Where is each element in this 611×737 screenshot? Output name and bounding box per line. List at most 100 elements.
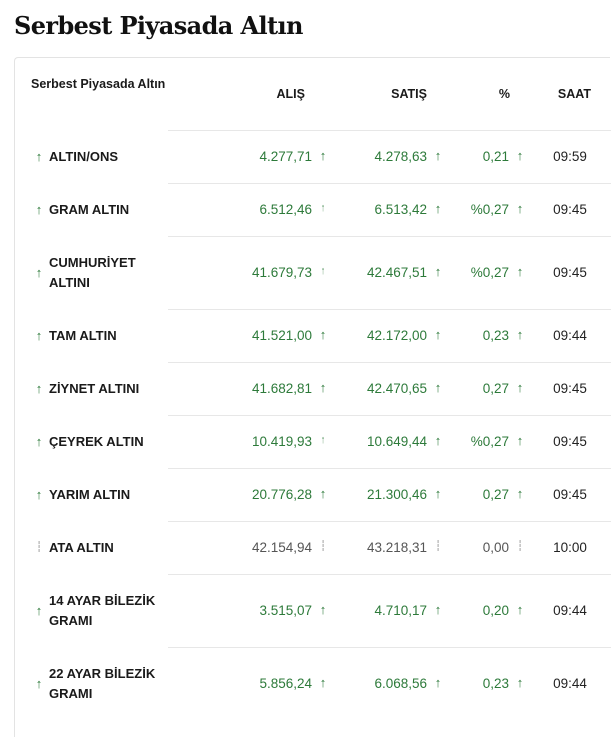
row-divider — [168, 521, 611, 522]
table-row[interactable]: ↑ ALTIN/ONS 4.277,71 ↑ 4.278,63 ↑ 0,21 ↑ 09:59 — [15, 130, 611, 183]
row-satis-cell: 42.470,65 ↑ — [320, 362, 445, 415]
row-alis-value: 41.521,00 — [251, 328, 312, 343]
row-satis-cell: 4.710,17 ↑ — [320, 574, 445, 647]
table-row[interactable]: ↑ 22 AYAR BİLEZİK GRAMI 5.856,24 ↑ 6.068,56 ↑… — [15, 647, 611, 720]
row-name: 14 AYAR BİLEZİK GRAMI — [49, 592, 156, 628]
arrow-up-icon: ↑ — [35, 381, 43, 396]
row-time: 09:44 — [553, 328, 587, 343]
arrow-up-icon: ↑ — [35, 202, 43, 217]
arrow-up-icon: ↑ — [319, 486, 327, 501]
arrow-up-icon: ↑ — [35, 603, 43, 618]
unchanged-icon: ┆ — [319, 540, 327, 552]
row-name: CUMHURİYET ALTINI — [49, 254, 136, 290]
unchanged-icon: ┆ — [434, 540, 442, 552]
row-divider — [168, 468, 611, 469]
row-alis-cell: 42.154,94 ┆ — [205, 521, 330, 574]
row-percent-value: 0,23 — [482, 676, 509, 691]
row-divider — [168, 415, 611, 416]
row-percent-cell: %0,27 ↑ — [435, 236, 527, 309]
arrow-up-icon: ↑ — [516, 201, 524, 216]
row-alis-cell: 5.856,24 ↑ — [205, 647, 330, 720]
arrow-up-icon: ↑ — [516, 264, 524, 279]
table-row[interactable]: ↑ CUMHURİYET ALTINI 41.679,73 ↑ 42.467,51 ↑ %0… — [15, 236, 611, 309]
row-satis-value: 4.278,63 — [374, 149, 427, 164]
row-percent-cell: 0,21 ↑ — [435, 130, 527, 183]
row-percent-cell: 0,27 ↑ — [435, 468, 527, 521]
arrow-up-icon: ↑ — [35, 149, 43, 164]
row-name-cell: ↑ ALTIN/ONS — [31, 130, 171, 183]
row-name: ALTIN/ONS — [49, 148, 119, 164]
row-name-cell: ↑ 14 AYAR BİLEZİK GRAMI — [31, 574, 171, 647]
row-satis-value: 21.300,46 — [366, 487, 427, 502]
arrow-up-icon: ↑ — [434, 380, 442, 395]
arrow-up-icon: ↑ — [321, 434, 325, 446]
row-percent-cell: %0,27 ↑ — [435, 415, 527, 468]
row-name-cell: ↑ YARIM ALTIN — [31, 468, 171, 521]
unchanged-icon: ┆ — [516, 540, 524, 552]
table-row[interactable]: ↑ ZİYNET ALTINI 41.682,81 ↑ 42.470,65 ↑ 0,27 ↑ 0… — [15, 362, 611, 415]
table-row[interactable]: ↑ YARIM ALTIN 20.776,28 ↑ 21.300,46 ↑ 0,27 ↑ 09:… — [15, 468, 611, 521]
row-satis-value: 43.218,31 — [366, 540, 427, 555]
table-row[interactable]: ↑ ÇEYREK ALTIN 10.419,93 ↑ 10.649,44 ↑ %0,27 ↑ 0… — [15, 415, 611, 468]
arrow-up-icon: ↑ — [321, 202, 325, 214]
gold-price-table: Serbest Piyasada Altın ALIŞ SATIŞ % SAAT… — [14, 57, 611, 737]
arrow-up-icon: ↑ — [516, 148, 524, 163]
table-row[interactable]: ↑ 14 AYAR BİLEZİK GRAMI 3.515,07 ↑ 4.710,17 ↑… — [15, 574, 611, 647]
arrow-up-icon: ↑ — [35, 328, 43, 343]
row-alis-value: 10.419,93 — [251, 434, 312, 449]
row-divider — [168, 647, 611, 648]
row-name: ATA ALTIN — [49, 539, 114, 555]
row-alis-value: 41.682,81 — [251, 381, 312, 396]
row-alis-value: 3.515,07 — [259, 603, 312, 618]
row-satis-cell: 6.513,42 ↑ — [320, 183, 445, 236]
arrow-up-icon: ↑ — [35, 265, 43, 280]
row-divider — [168, 574, 611, 575]
row-name-cell: ↑ CUMHURİYET ALTINI — [31, 236, 171, 309]
header-name: Serbest Piyasada Altın — [31, 77, 166, 91]
row-satis-value: 6.513,42 — [374, 202, 427, 217]
arrow-up-icon: ↑ — [35, 434, 43, 449]
row-name: YARIM ALTIN — [49, 486, 131, 502]
arrow-up-icon: ↑ — [434, 264, 442, 279]
header-satis: SATIŞ — [391, 87, 427, 101]
row-alis-cell: 3.515,07 ↑ — [205, 574, 330, 647]
row-alis-value: 41.679,73 — [251, 265, 312, 280]
row-satis-value: 10.649,44 — [366, 434, 427, 449]
row-time: 09:45 — [553, 381, 587, 396]
row-name: TAM ALTIN — [49, 327, 117, 343]
row-satis-cell: 42.467,51 ↑ — [320, 236, 445, 309]
row-percent-value: 0,21 — [482, 149, 509, 164]
arrow-up-icon: ↑ — [434, 602, 442, 617]
row-name-cell: ↑ GRAM ALTIN — [31, 183, 171, 236]
row-name-cell: ↑ ÇEYREK ALTIN — [31, 415, 171, 468]
row-satis-cell: 6.068,56 ↑ — [320, 647, 445, 720]
row-time: 09:45 — [553, 202, 587, 217]
row-satis-value: 42.172,00 — [366, 328, 427, 343]
row-alis-cell: 6.512,46 ↑ — [205, 183, 330, 236]
table-row[interactable]: ┆ ATA ALTIN 42.154,94 ┆ 43.218,31 ┆ 0,00 ┆ 10:00 — [15, 521, 611, 574]
row-time: 09:45 — [553, 434, 587, 449]
row-satis-cell: 10.649,44 ↑ — [320, 415, 445, 468]
page-title: Serbest Piyasada Altın — [14, 11, 303, 40]
row-percent-cell: 0,23 ↑ — [435, 309, 527, 362]
row-alis-cell: 10.419,93 ↑ — [205, 415, 330, 468]
arrow-up-icon: ↑ — [516, 433, 524, 448]
row-satis-value: 4.710,17 — [374, 603, 427, 618]
row-satis-value: 42.470,65 — [366, 381, 427, 396]
row-alis-cell: 4.277,71 ↑ — [205, 130, 330, 183]
row-alis-value: 20.776,28 — [251, 487, 312, 502]
row-percent-value: 0,27 — [482, 381, 509, 396]
row-percent-value: 0,23 — [482, 328, 509, 343]
row-satis-cell: 21.300,46 ↑ — [320, 468, 445, 521]
row-satis-cell: 42.172,00 ↑ — [320, 309, 445, 362]
arrow-up-icon: ↑ — [516, 380, 524, 395]
row-alis-cell: 20.776,28 ↑ — [205, 468, 330, 521]
row-name-cell: ↑ TAM ALTIN — [31, 309, 171, 362]
row-alis-cell: 41.679,73 ↑ — [205, 236, 330, 309]
table-row[interactable]: ↑ TAM ALTIN 41.521,00 ↑ 42.172,00 ↑ 0,23 ↑ 09:44 — [15, 309, 611, 362]
row-alis-value: 6.512,46 — [259, 202, 312, 217]
row-alis-value: 4.277,71 — [259, 149, 312, 164]
row-name: 22 AYAR BİLEZİK GRAMI — [49, 665, 156, 701]
row-satis-cell: 4.278,63 ↑ — [320, 130, 445, 183]
table-row[interactable]: ↑ GRAM ALTIN 6.512,46 ↑ 6.513,42 ↑ %0,27 ↑ 09:45 — [15, 183, 611, 236]
